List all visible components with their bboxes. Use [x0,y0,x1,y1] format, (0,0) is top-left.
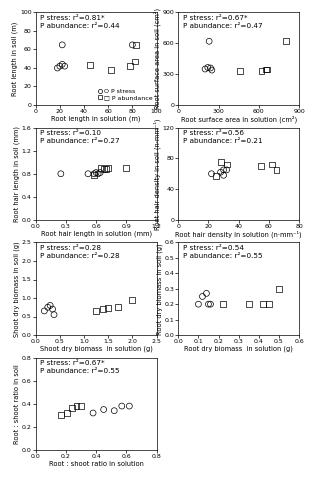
Point [91,409,95,417]
Point [58,170,63,178]
Point [283,38,288,46]
X-axis label: Root hair length in solution (mm): Root hair length in solution (mm) [41,230,152,237]
Y-axis label: Root : shoot ratio in soil: Root : shoot ratio in soil [14,364,20,444]
Point [59,412,64,420]
Y-axis label: Root dry biomass in soil (g): Root dry biomass in soil (g) [156,243,163,334]
Point [269,160,274,168]
Point [214,172,219,180]
X-axis label: Root length in solution (m): Root length in solution (m) [51,116,141,122]
Point [99,164,104,172]
Legend: O P stress, □ P abundance: O P stress, □ P abundance [97,88,153,102]
Point [42,307,47,315]
Point [124,164,129,172]
Point [237,67,242,75]
Point [196,300,201,308]
Point [132,58,137,66]
Point [208,300,213,308]
Point [209,170,214,178]
Point [101,406,106,413]
Point [259,162,264,170]
X-axis label: Root surface area in solution (cm²): Root surface area in solution (cm²) [180,116,297,123]
Point [264,66,269,74]
Point [92,171,97,179]
Text: P stress: r²=0.67*
P abundance: r²=0.47: P stress: r²=0.67* P abundance: r²=0.47 [183,16,263,29]
Point [106,304,111,312]
X-axis label: Root : shoot ratio in solution: Root : shoot ratio in solution [49,460,144,466]
Point [119,402,124,410]
Point [48,302,53,310]
Point [221,172,226,179]
Point [95,170,100,178]
Point [208,64,213,72]
X-axis label: Shoot dry biomass  in solution (g): Shoot dry biomass in solution (g) [40,346,153,352]
Point [218,158,223,166]
Y-axis label: Root hair length in soil (mm): Root hair length in soil (mm) [14,126,20,222]
Point [246,300,251,308]
Point [206,300,211,308]
Point [65,409,70,417]
Point [220,300,225,308]
Point [112,406,117,414]
Point [115,303,120,311]
Text: P stress: r²=0.56
P abundance: r²=0.21: P stress: r²=0.56 P abundance: r²=0.21 [183,130,263,144]
Point [260,300,265,308]
Point [60,41,65,49]
X-axis label: Root dry biomass  in solution (g): Root dry biomass in solution (g) [184,346,293,352]
Point [221,166,226,174]
Point [200,292,205,300]
Point [209,66,214,74]
Text: P stress: r²=0.54
P abundance: r²=0.55: P stress: r²=0.54 P abundance: r²=0.55 [183,246,263,259]
Point [57,62,62,70]
Point [60,60,65,68]
Point [94,168,99,176]
X-axis label: Root hair density in solution (n·mm⁻¹): Root hair density in solution (n·mm⁻¹) [175,230,302,238]
Text: P stress: r²=0.28
P abundance: r²=0.28: P stress: r²=0.28 P abundance: r²=0.28 [41,246,120,259]
Y-axis label: Root hair density in soil (n·mm⁻¹): Root hair density in soil (n·mm⁻¹) [153,118,161,230]
Point [266,300,271,308]
Point [50,305,55,313]
Point [130,41,135,49]
Point [274,166,279,174]
Point [130,296,135,304]
Point [106,164,111,172]
Point [104,165,109,173]
Y-axis label: Root surface area in soil (cm²): Root surface area in soil (cm²) [153,8,161,110]
Point [94,307,99,315]
Point [45,303,50,311]
Text: P stress: r²=0.81*
P abundance: r²=0.44: P stress: r²=0.81* P abundance: r²=0.44 [41,16,120,29]
Point [263,66,268,74]
Point [69,404,74,412]
Point [78,402,83,410]
Y-axis label: Root length in soil (m): Root length in soil (m) [12,22,19,96]
Point [62,62,67,70]
Point [74,402,79,410]
Point [218,168,223,176]
Point [102,165,107,173]
Point [207,38,212,46]
Point [127,62,132,70]
Point [98,168,103,176]
Point [259,67,264,75]
Point [88,61,93,69]
Point [55,64,60,72]
Y-axis label: Shoot dry biomass in soil (g): Shoot dry biomass in soil (g) [14,241,20,336]
Point [127,402,132,410]
Text: P stress: r²=0.10
P abundance: r²=0.27: P stress: r²=0.10 P abundance: r²=0.27 [41,130,120,144]
Point [224,166,229,174]
Point [205,64,210,72]
Point [86,170,91,178]
Text: P stress: r²=0.67*
P abundance: r²=0.55: P stress: r²=0.67* P abundance: r²=0.55 [41,360,120,374]
Point [108,66,113,74]
Point [277,284,281,292]
Point [224,160,229,168]
Point [204,290,209,298]
Point [92,170,97,178]
Point [134,41,139,49]
Point [101,305,106,313]
Point [51,310,56,318]
Point [203,65,208,73]
